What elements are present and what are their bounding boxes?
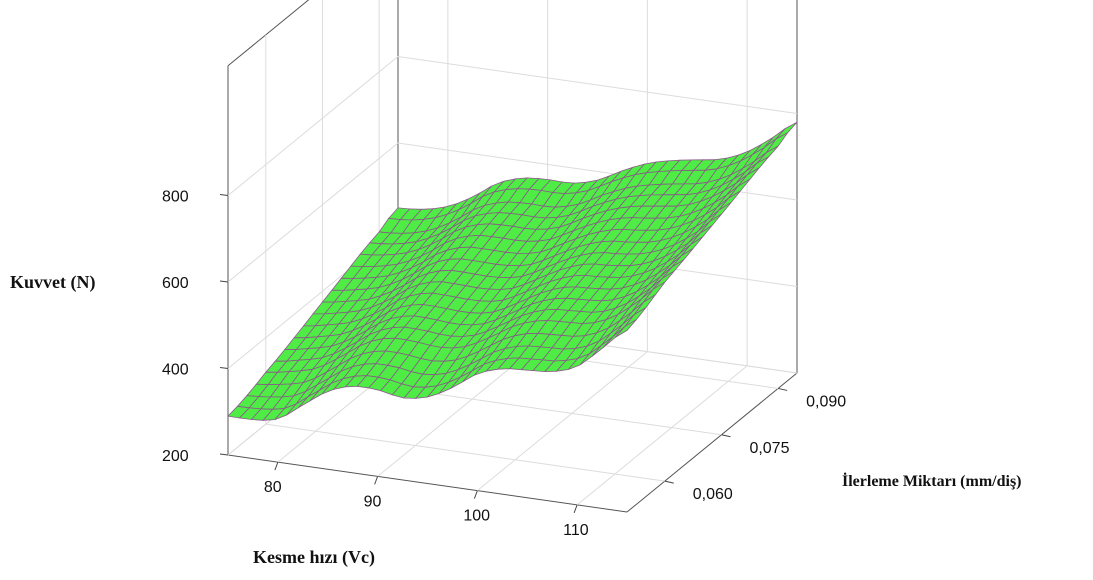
y-axis-title: İlerleme Miktarı (mm/diş) [842, 471, 1022, 490]
z-axis-title: Kuvvet (N) [10, 272, 95, 293]
y-tick-label: 0,060 [693, 486, 733, 503]
x-tick-mark [473, 490, 478, 499]
x-axis-title: Kesme hızı (Vc) [253, 547, 375, 568]
x-tick-label: 90 [364, 493, 382, 510]
surface-cell [614, 319, 637, 338]
z-tick-mark [219, 367, 229, 369]
grid-z-3 [227, 55, 798, 196]
surface-mesh [227, 121, 798, 421]
floor-front-edge [227, 454, 628, 513]
wall-top-left [227, 0, 310, 67]
y-tick-label: 0,075 [749, 440, 789, 457]
x-tick-label: 80 [264, 479, 282, 496]
x-tick-label: 110 [563, 522, 589, 539]
y-tick-label: 0,090 [806, 393, 846, 410]
z-tick-mark [219, 280, 229, 283]
z-tick-label: 400 [162, 362, 189, 379]
y-tick-mark [778, 387, 788, 391]
tick-labels: 200 400 600 800 80 90 100 110 0,060 0,075 0,090 [162, 189, 846, 539]
z-tick-label: 600 [162, 275, 189, 292]
x-tick-mark [274, 461, 279, 471]
z-tick-mark [219, 194, 229, 196]
x-tick-mark [374, 476, 379, 485]
z-tick-label: 800 [162, 189, 189, 206]
y-tick-mark [664, 480, 674, 484]
x-tick-mark [573, 504, 578, 514]
floor-right-edge [626, 372, 798, 513]
z-tick-label: 200 [162, 448, 189, 465]
surface-cell [775, 121, 798, 140]
y-tick-mark [721, 434, 731, 438]
x-tick-label: 100 [463, 508, 490, 525]
z-tick-mark [219, 453, 229, 456]
